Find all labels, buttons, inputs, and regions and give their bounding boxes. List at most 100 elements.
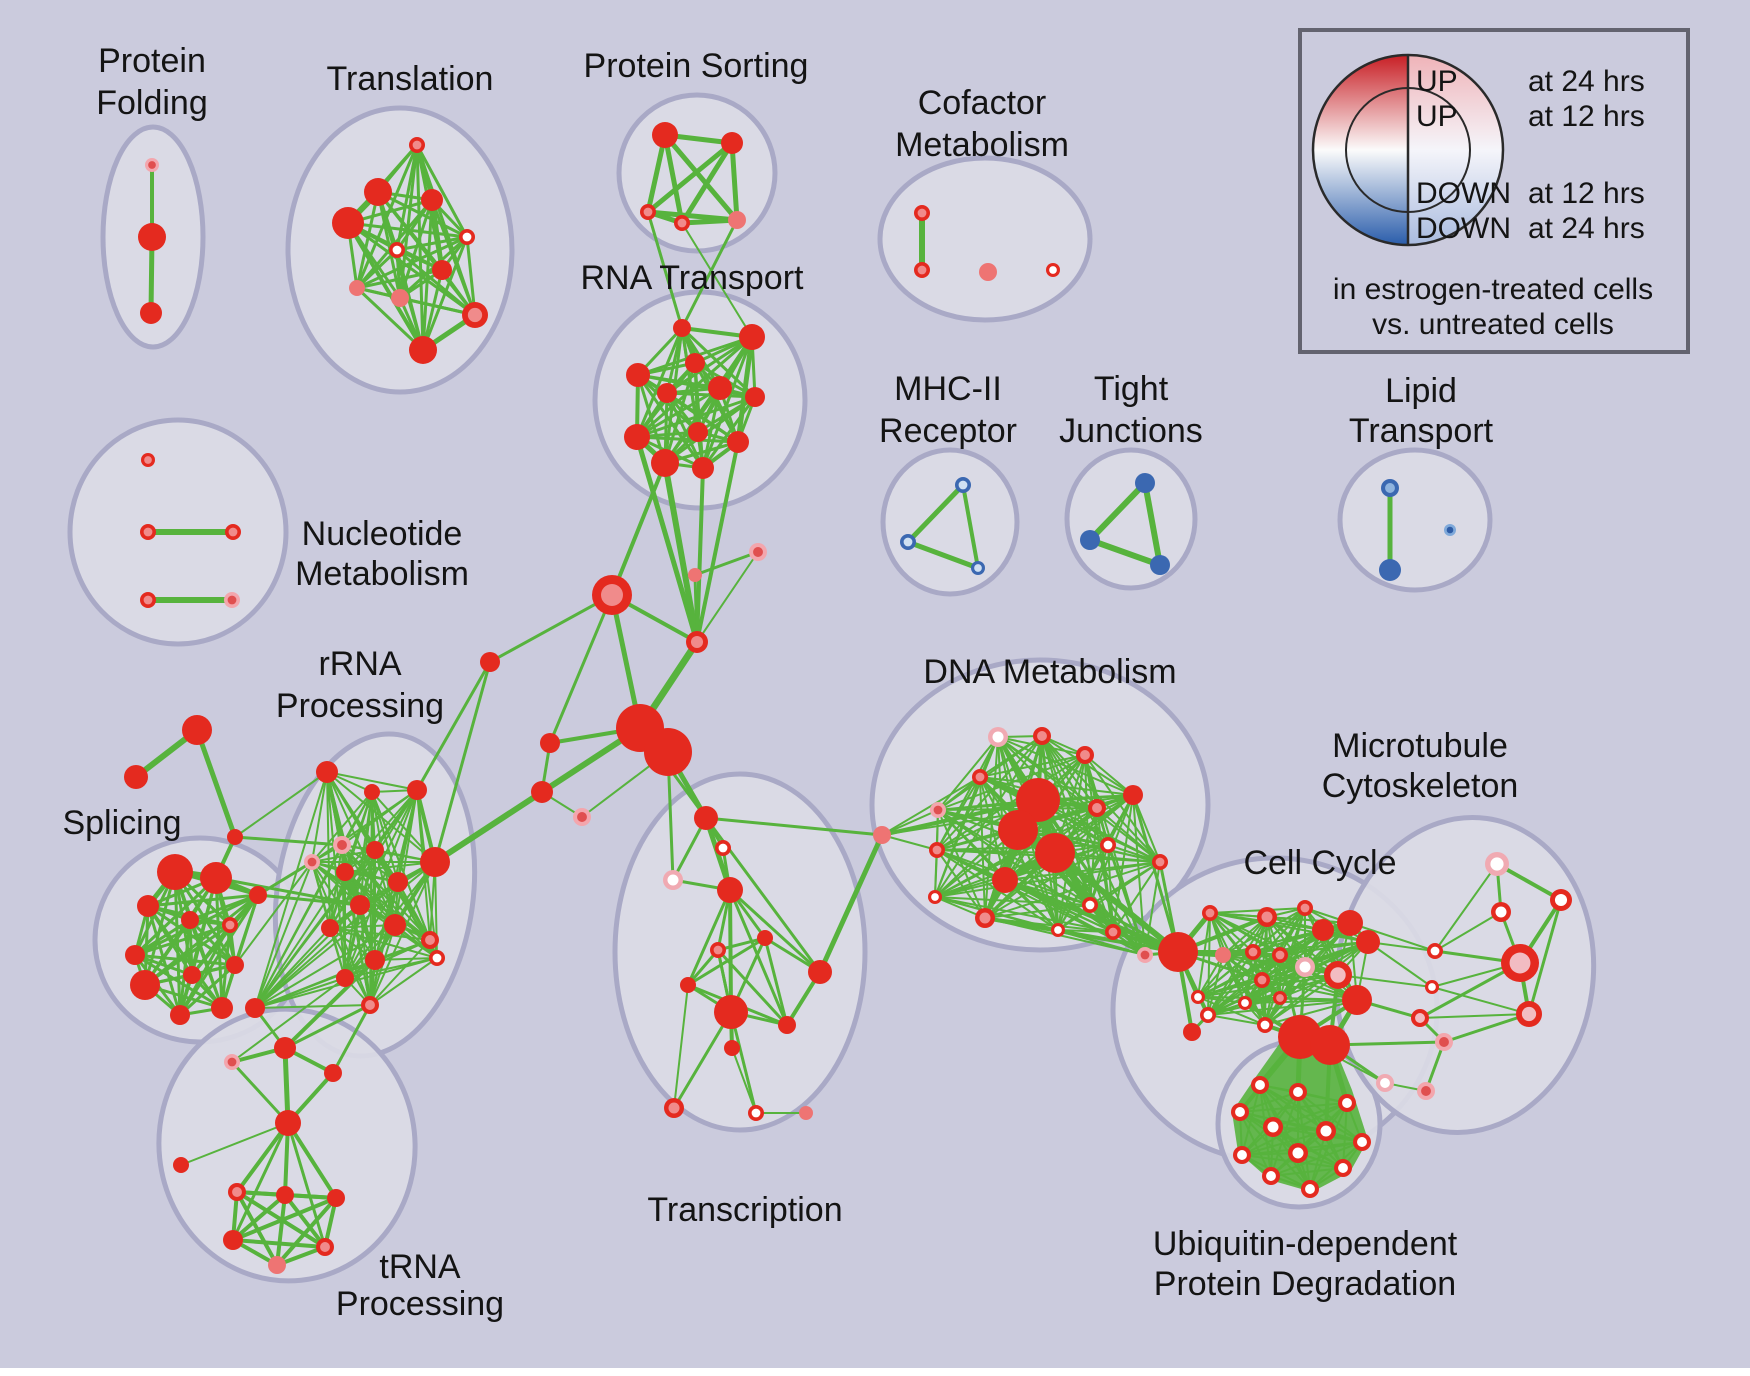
node-core: [1342, 1098, 1352, 1108]
edge-mhc: [905, 482, 966, 545]
node-ring: [694, 806, 718, 830]
edge-inter: [680, 218, 739, 330]
node-cellcycle-6: [1312, 919, 1334, 941]
edge-splicing: [146, 893, 260, 908]
node-microtubule-8: [1435, 1033, 1453, 1051]
node-rrna-2: [407, 780, 427, 800]
node-mhc-0: [955, 477, 971, 493]
node-nucleotide-2: [225, 524, 241, 540]
edge-microtubule: [1495, 862, 1563, 902]
node-ring: [1379, 559, 1401, 581]
node-splicing-6: [130, 970, 160, 1000]
node-rrna-0: [316, 761, 338, 783]
edge-rna_transport: [635, 386, 722, 439]
node-ubiquitin-9: [1262, 1167, 1280, 1185]
node-ring: [652, 122, 678, 148]
node-ring: [1312, 919, 1334, 941]
edge-rrna: [311, 771, 328, 863]
node-core: [1421, 1086, 1431, 1096]
edge-trna: [231, 1238, 327, 1249]
node-ring: [531, 781, 553, 803]
node-core: [1428, 983, 1436, 991]
node-ring: [124, 765, 148, 789]
node-rna_transport-9: [727, 431, 749, 453]
edge-dna: [934, 896, 1114, 933]
node-rna_transport-4: [657, 383, 677, 403]
node-cofactor-0: [914, 205, 930, 221]
node-ring: [182, 715, 212, 745]
node-core: [917, 265, 927, 275]
node-rna_transport-0: [673, 319, 691, 337]
node-core: [1509, 952, 1531, 974]
edge-rrna: [311, 789, 418, 863]
edge-dna: [881, 809, 939, 836]
node-ring: [979, 263, 997, 281]
node-cofactor-2: [979, 263, 997, 281]
node-cellcycle-9: [1295, 957, 1315, 977]
node-tight-0: [1135, 473, 1155, 493]
node-core: [1080, 750, 1090, 760]
node-rrna-6: [366, 841, 384, 859]
node-core: [365, 1000, 375, 1010]
node-lipid-1: [1379, 559, 1401, 581]
node-rrna-13: [365, 950, 385, 970]
node-mhc-1: [900, 534, 916, 550]
node-core: [1305, 1184, 1315, 1194]
node-ring: [657, 383, 677, 403]
edge-inter: [283, 958, 377, 1050]
node-splicing-7: [183, 966, 201, 984]
node-dna-6: [1123, 785, 1143, 805]
node-ring: [364, 178, 392, 206]
node-ring: [724, 1040, 740, 1056]
edge-tight: [1087, 537, 1163, 568]
edge-free: [696, 551, 759, 643]
edge-rrna: [326, 771, 418, 791]
node-core: [992, 731, 1004, 743]
node-mhc-2: [971, 561, 985, 575]
edge-splicing: [133, 953, 224, 1010]
edge-transcription: [716, 936, 767, 952]
node-ring: [249, 886, 267, 904]
node-ubiquitin-7: [1233, 1146, 1251, 1164]
legend-row-time-1: at 12 hrs: [1528, 100, 1645, 133]
node-ring: [183, 966, 201, 984]
node-trna-3: [275, 1110, 301, 1136]
legend-row-direction-3: DOWN: [1416, 212, 1511, 245]
node-core: [1237, 1150, 1247, 1160]
node-rrna-4: [304, 854, 320, 870]
node-ring: [173, 1157, 189, 1173]
node-dna-7: [1088, 799, 1106, 817]
node-ring: [624, 424, 650, 450]
node-ring: [685, 353, 705, 373]
node-ring: [391, 289, 409, 307]
edge-dna: [1089, 844, 1109, 906]
edge-translation: [395, 235, 469, 252]
node-core: [392, 245, 402, 255]
node-core: [713, 945, 723, 955]
edge-inter: [1131, 793, 1180, 954]
node-rna_transport-5: [708, 376, 732, 400]
edge-protein_sorting: [645, 140, 735, 215]
legend-row-time-0: at 24 hrs: [1528, 65, 1645, 98]
edge-inter: [704, 816, 884, 837]
cluster-label-trna-line1: Processing: [336, 1285, 504, 1323]
node-ring: [245, 998, 265, 1018]
edge-trna: [231, 1121, 290, 1242]
edge-trna: [235, 1121, 290, 1194]
node-dna-0: [873, 826, 891, 844]
node-core: [228, 527, 238, 537]
edge-translation: [355, 190, 380, 290]
node-core: [225, 920, 235, 930]
edge-translation: [355, 268, 444, 290]
edge-translation: [355, 286, 425, 352]
edge-trna: [230, 1060, 290, 1125]
edge-dna: [936, 849, 986, 919]
legend-row-direction-2: DOWN: [1416, 177, 1511, 210]
node-ring: [200, 862, 232, 894]
edge-inter: [256, 893, 362, 907]
node-ring: [1310, 1025, 1350, 1065]
edge-rrna: [254, 861, 313, 1009]
node-core: [1037, 731, 1047, 741]
node-core: [432, 953, 442, 963]
cluster-label-rna_transport-line0: RNA Transport: [581, 259, 805, 297]
